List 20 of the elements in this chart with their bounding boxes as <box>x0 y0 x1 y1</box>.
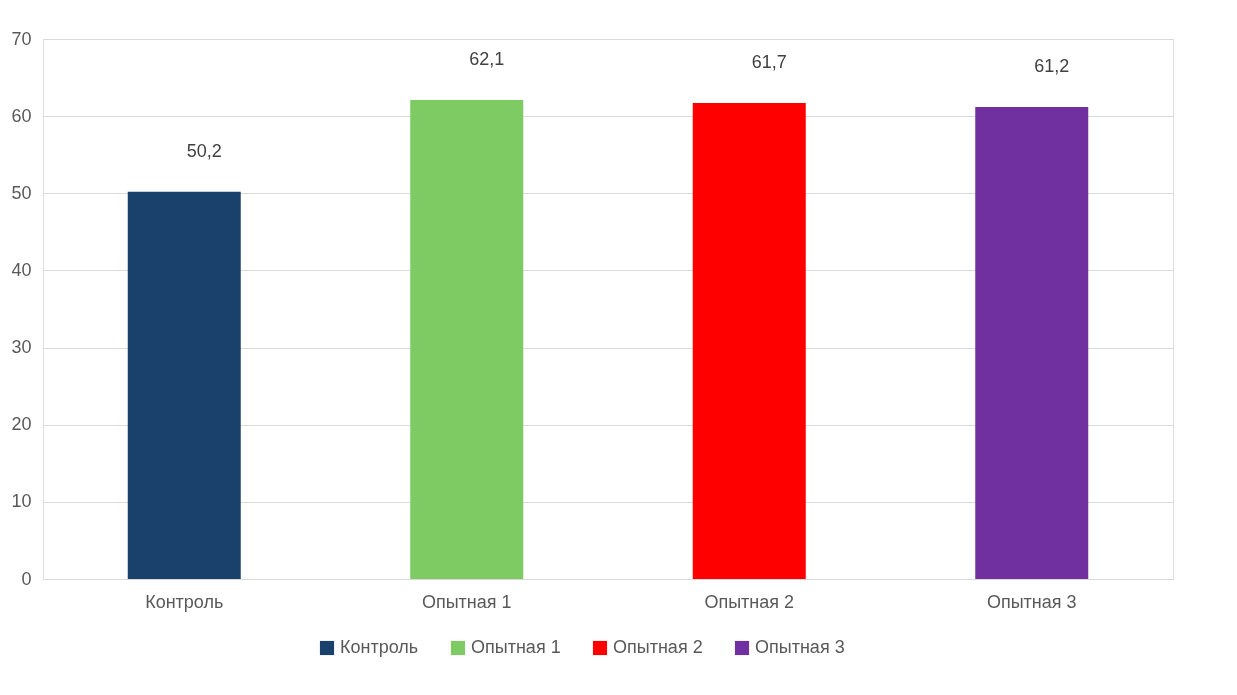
x-tick-label: Контроль <box>145 591 224 612</box>
data-label: 50,2 <box>186 140 222 161</box>
y-tick-label: 10 <box>11 491 32 512</box>
y-tick-label: 20 <box>11 414 32 435</box>
data-label: 62,1 <box>469 48 505 69</box>
legend-label: Опытная 3 <box>755 637 845 657</box>
legend-label: Опытная 1 <box>471 637 561 657</box>
y-tick-label: 30 <box>11 337 32 358</box>
x-tick-label: Опытная 1 <box>421 591 512 612</box>
data-label: 61,2 <box>1034 55 1070 76</box>
y-tick-label: 70 <box>11 28 32 49</box>
x-tick-label: Опытная 3 <box>986 591 1077 612</box>
legend-label: Опытная 2 <box>613 637 703 657</box>
legend-label: Контроль <box>340 637 419 657</box>
y-tick-label: 40 <box>11 259 32 280</box>
y-tick-label: 60 <box>11 105 32 126</box>
y-tick-label: 50 <box>11 182 32 203</box>
data-label: 61,7 <box>751 52 787 73</box>
x-tick-label: Опытная 2 <box>704 591 795 612</box>
y-tick-label: 0 <box>21 568 32 589</box>
